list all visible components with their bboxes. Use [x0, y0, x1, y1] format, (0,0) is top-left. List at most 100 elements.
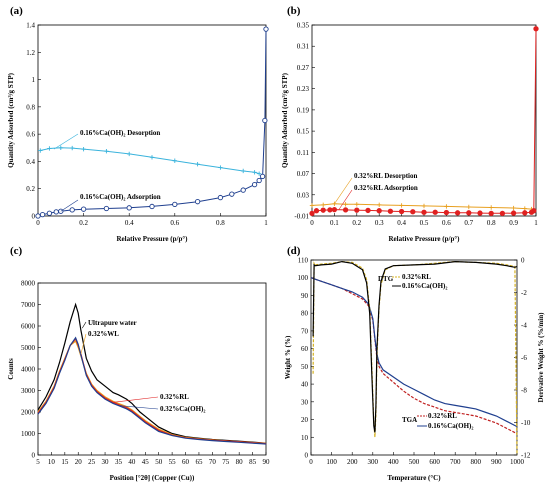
annotation-pointer: [113, 396, 159, 403]
y-axis-label: Counts: [7, 358, 15, 380]
y-tick-label: 90: [301, 292, 309, 300]
series-d-0: [310, 277, 518, 435]
x-tick-label: 0.1: [330, 219, 339, 227]
data-point: [309, 203, 315, 208]
data-point: [510, 210, 517, 216]
data-point: [398, 208, 405, 215]
x-tick-label: 35: [115, 458, 123, 466]
data-point: [58, 145, 63, 150]
data-point: [522, 206, 527, 211]
x-tick-label: 0.6: [170, 219, 179, 227]
y-axis-label: Weight % (%): [284, 335, 292, 379]
data-point: [327, 207, 333, 213]
annotation-label: 0.16%Ca(OH)₂ Adsorption: [80, 193, 161, 201]
plot-frame: [37, 24, 267, 217]
x-tick-label: 5: [36, 458, 40, 466]
x-tick-label: 80: [236, 458, 244, 466]
panel-label: (d): [287, 245, 301, 257]
y-axis-label: Quantity Adsorbed (cm³/g STP): [7, 72, 15, 168]
data-point: [365, 207, 371, 214]
data-point: [320, 207, 326, 213]
annotation-label: 0.32%RL: [428, 412, 457, 420]
y-tick-label: 0.03: [297, 191, 310, 199]
annotation-label: 0.32%RL: [160, 393, 189, 401]
y-tick-label: 5000: [21, 344, 36, 352]
x-tick-label: 0: [36, 219, 40, 227]
series-line: [37, 302, 267, 444]
x-tick-label: 0.4: [125, 219, 134, 227]
y-tick-label: 4000: [21, 366, 36, 374]
x-tick-label: 1: [534, 219, 538, 227]
x-tick-label: 500: [409, 458, 420, 466]
x-tick-label: 75: [222, 458, 230, 466]
data-point: [47, 146, 52, 151]
plot-frame: [37, 282, 267, 456]
x-tick-label: 0.4: [397, 219, 406, 227]
series-a-0: [38, 145, 262, 176]
data-point: [241, 168, 246, 174]
data-point: [488, 210, 494, 216]
data-point: [127, 151, 132, 157]
y2-axis-label: Derivative Weight % (%/min): [537, 312, 545, 403]
data-point: [38, 148, 43, 153]
annotation-label: 0.32%WL: [88, 330, 119, 338]
x-tick-label: 55: [169, 458, 177, 466]
data-point: [454, 210, 461, 216]
data-point: [522, 210, 528, 216]
annotation-pointer: [334, 177, 353, 204]
x-tick-label: 1: [264, 219, 268, 227]
y2-tick-label: -12: [521, 452, 531, 460]
x-tick-label: 60: [182, 458, 190, 466]
annotation-label: 0.32%Ca(OH)₂: [160, 405, 205, 413]
data-point: [69, 207, 75, 213]
y-tick-label: 10: [301, 434, 309, 442]
x-tick-label: 0: [309, 458, 313, 466]
y-tick-label: 0.4: [26, 158, 35, 166]
data-point: [313, 208, 320, 214]
y-tick-label: 50: [301, 363, 309, 371]
y-tick-label: 6000: [21, 323, 36, 331]
data-point: [444, 204, 449, 209]
series-d-2: [312, 260, 518, 456]
x-tick-label: 0: [310, 219, 314, 227]
y-tick-label: 1: [32, 76, 36, 84]
annotation-pointer: [53, 133, 79, 150]
data-point: [149, 155, 155, 160]
x-tick-label: 0.7: [464, 219, 473, 227]
y-tick-label: 0.07: [297, 170, 310, 178]
data-point: [354, 202, 359, 207]
data-point: [53, 209, 59, 215]
annotation-pointer: [118, 405, 159, 410]
data-point: [432, 209, 438, 215]
data-point: [259, 173, 266, 180]
data-point: [343, 202, 348, 207]
y-tick-label: -0.01: [294, 213, 309, 221]
series-c-0: [37, 302, 267, 444]
y-tick-label: 60: [301, 345, 309, 353]
annotation-label: DTG: [378, 275, 394, 283]
x-tick-label: 0.6: [442, 219, 451, 227]
x-tick-label: 0.5: [420, 219, 429, 227]
annotation-label: 0.32%RL Adsorption: [354, 184, 418, 192]
x-tick-label: 0.8: [216, 219, 225, 227]
data-point: [321, 202, 326, 208]
data-point: [218, 165, 223, 170]
y-tick-label: 30: [301, 398, 309, 406]
x-axis-label: Temperature (°C): [387, 474, 441, 482]
x-tick-label: 200: [347, 458, 358, 466]
data-point: [443, 209, 450, 216]
y2-tick-label: -6: [521, 354, 527, 362]
series-line: [40, 147, 260, 175]
y-tick-label: 80: [301, 310, 309, 318]
panel-label: (b): [287, 5, 301, 17]
data-point: [172, 158, 177, 163]
data-point: [477, 210, 483, 216]
x-tick-label: 300: [368, 458, 379, 466]
y-tick-label: 3000: [21, 387, 36, 395]
y-tick-label: 0: [32, 452, 36, 460]
data-point: [309, 210, 315, 216]
annotation-label: Ultrapure water: [88, 319, 137, 327]
x-tick-label: 20: [75, 458, 83, 466]
data-point: [256, 177, 262, 184]
x-tick-label: 0.8: [487, 219, 496, 227]
